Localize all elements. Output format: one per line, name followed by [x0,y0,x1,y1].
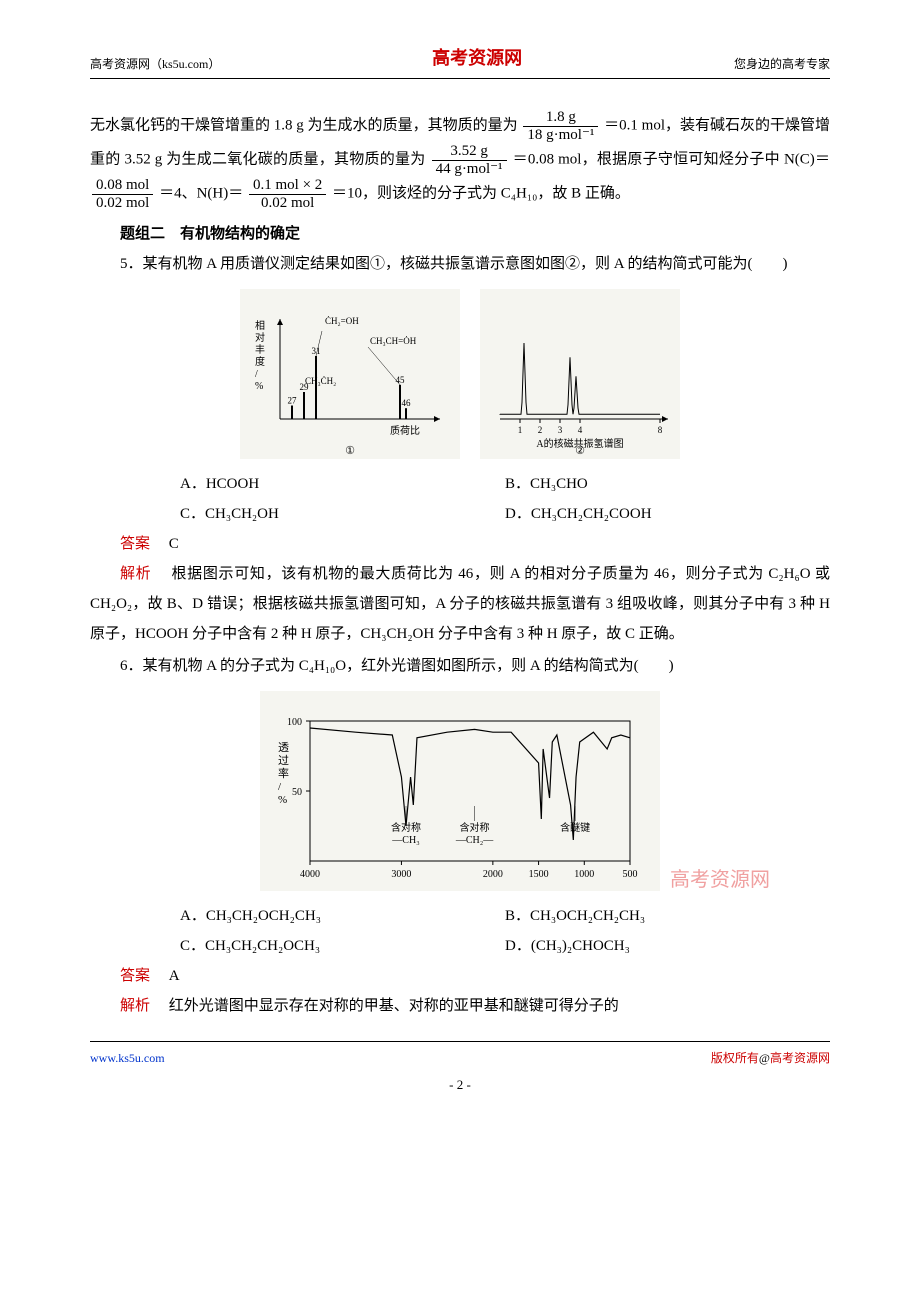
page-number: - 2 - [90,1072,830,1098]
svg-text:45: 45 [396,375,406,385]
svg-text:①: ① [345,445,355,457]
question-6-options: A．CH₃CH₂OCH₂CH₃ B．CH₃OCH₂CH₂CH₃ C．CH₃CH₂… [90,901,830,961]
svg-text:2: 2 [538,425,543,435]
solution-paragraph-1: 无水氯化钙的干燥管增重的 1.8 g 为生成水的质量，其物质的量为 1.8 g … [90,109,830,211]
svg-text:100: 100 [287,717,302,728]
answer-label: 答案 [120,968,150,984]
frac-den: 0.02 mol [92,195,153,212]
svg-text:%: % [278,794,287,806]
svg-text:50: 50 [292,787,302,798]
svg-text:ĊH₂=OH: ĊH₂=OH [325,316,359,326]
figure-q5: 2729314546ĊH₂=OHCH₃CH=ȮHCH₃ĊH₂相对丰度/%质荷比①… [90,289,830,459]
watermark: 高考资源网 [670,860,770,900]
svg-text:27: 27 [288,396,298,406]
answer-value: A [169,968,180,984]
answer-label: 答案 [120,536,150,552]
header-center-logo: 高考资源网 [432,40,522,76]
svg-text:1500: 1500 [529,869,549,880]
svg-text:/: / [255,369,258,380]
svg-text:—CH₂—: —CH₂— [455,835,494,846]
text-frag: 无水氯化钙的干燥管增重的 1.8 g 为生成水的质量，其物质的量为 [90,117,518,133]
svg-text:CH₃ĊH₂: CH₃ĊH₂ [305,376,336,386]
footer-right: 版权所有@高考资源网 [711,1046,830,1070]
footer-right-post: 高考资源网 [770,1051,830,1065]
text-frag: ＝10，则该烃的分子式为 C₄H₁₀，故 B 正确。 [332,185,630,201]
fraction-1: 1.8 g 18 g·mol⁻¹ [523,109,598,143]
option-a: A．CH₃CH₂OCH₂CH₃ [180,901,505,931]
option-c: C．CH₃CH₂CH₂OCH₃ [180,931,505,961]
svg-text:3: 3 [558,425,563,435]
svg-text:对: 对 [255,331,265,344]
svg-text:含对称: 含对称 [391,821,421,834]
frac-num: 0.08 mol [92,177,153,195]
footer-at: @ [759,1051,770,1065]
svg-text:率: 率 [278,766,289,780]
question-6-stem: 6．某有机物 A 的分子式为 C₄H₁₀O，红外光谱图如图所示，则 A 的结构简… [90,651,830,681]
page-header: 高考资源网（ks5u.com） 高考资源网 您身边的高考专家 [90,40,830,79]
svg-text:46: 46 [402,398,412,408]
svg-text:1: 1 [518,425,523,435]
svg-text:相: 相 [255,319,265,332]
svg-text:4000: 4000 [300,869,320,880]
option-a: A．HCOOH [180,469,505,499]
explanation-text: 根据图示可知，该有机物的最大质荷比为 46，则 A 的相对分子质量为 46，则分… [90,566,830,642]
frac-num: 1.8 g [523,109,598,127]
svg-text:1000: 1000 [574,869,594,880]
frac-den: 0.02 mol [249,195,326,212]
footer-right-pre: 版权所有 [711,1051,759,1065]
option-d: D．CH₃CH₂CH₂COOH [505,499,830,529]
question-6-answer: 答案 A [90,961,830,991]
mass-spectrum-chart: 2729314546ĊH₂=OHCH₃CH=ȮHCH₃ĊH₂相对丰度/%质荷比① [240,289,460,459]
frac-den: 18 g·mol⁻¹ [523,127,598,144]
svg-text:质荷比: 质荷比 [390,425,420,437]
ir-spectrum-chart: 4000300020001500100050010050透过率/%含对称—CH₃… [260,691,660,891]
svg-text:2000: 2000 [483,869,503,880]
fraction-4: 0.1 mol × 2 0.02 mol [249,177,326,211]
explanation-label: 解析 [120,566,151,582]
question-5-answer: 答案 C [90,529,830,559]
svg-text:透: 透 [278,741,289,754]
option-d: D．(CH₃)₂CHOCH₃ [505,931,830,961]
footer-left-url: www.ks5u.com [90,1046,165,1070]
text-frag: ＝4、N(H)＝ [159,185,243,201]
svg-text:②: ② [575,445,585,457]
question-6-explanation: 解析 红外光谱图中显示存在对称的甲基、对称的亚甲基和醚键可得分子的 [90,991,830,1021]
svg-text:%: % [255,381,263,392]
frac-den: 44 g·mol⁻¹ [432,161,507,178]
svg-text:31: 31 [312,346,321,356]
svg-text:4: 4 [578,425,583,435]
question-5-explanation: 解析 根据图示可知，该有机物的最大质荷比为 46，则 A 的相对分子质量为 46… [90,559,830,649]
question-5-stem: 5．某有机物 A 用质谱仪测定结果如图①，核磁共振氢谱示意图如图②，则 A 的结… [90,249,830,279]
nmr-chart: 12348A的核磁共振氢谱图② [480,289,680,459]
frac-num: 0.1 mol × 2 [249,177,326,195]
svg-text:—CH₃: —CH₃ [391,835,419,846]
header-left: 高考资源网（ks5u.com） [90,52,220,76]
question-5-options: A．HCOOH B．CH₃CHO C．CH₃CH₂OH D．CH₃CH₂CH₂C… [90,469,830,529]
svg-text:500: 500 [623,869,638,880]
svg-text:含醚键: 含醚键 [560,821,590,834]
svg-text:8: 8 [658,425,663,435]
option-b: B．CH₃OCH₂CH₂CH₃ [505,901,830,931]
option-b: B．CH₃CHO [505,469,830,499]
svg-text:过: 过 [278,754,289,767]
section-title-2: 题组二 有机物结构的确定 [90,219,830,249]
header-right: 您身边的高考专家 [734,52,830,76]
answer-value: C [169,536,179,552]
frac-num: 3.52 g [432,143,507,161]
explanation-text: 红外光谱图中显示存在对称的甲基、对称的亚甲基和醚键可得分子的 [169,998,619,1014]
svg-text:3000: 3000 [391,869,411,880]
fraction-3: 0.08 mol 0.02 mol [92,177,153,211]
fraction-2: 3.52 g 44 g·mol⁻¹ [432,143,507,177]
svg-text:度: 度 [255,355,265,368]
explanation-label: 解析 [120,998,150,1014]
svg-text:含对称: 含对称 [460,821,490,834]
text-frag: ＝0.08 mol，根据原子守恒可知烃分子中 N(C)＝ [513,151,830,167]
svg-text:CH₃CH=ȮH: CH₃CH=ȮH [370,336,417,346]
page-footer: www.ks5u.com 版权所有@高考资源网 [90,1041,830,1070]
svg-text:丰: 丰 [255,343,265,356]
option-c: C．CH₃CH₂OH [180,499,505,529]
